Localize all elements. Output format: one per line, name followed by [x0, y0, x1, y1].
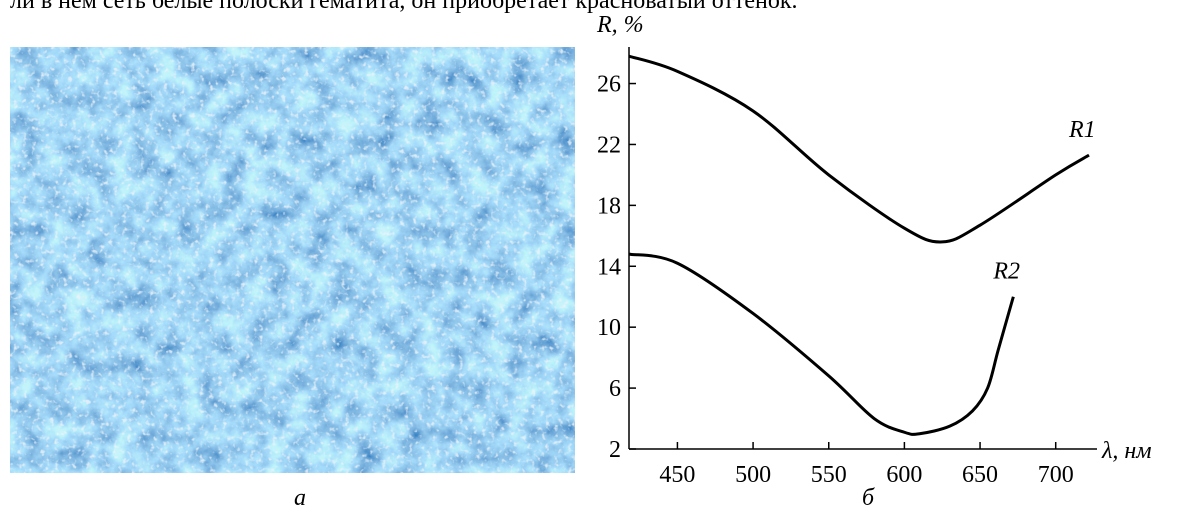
y-tick-label: 10	[597, 315, 621, 341]
y-axis-label: R, %	[596, 12, 644, 38]
x-tick-label: 650	[962, 462, 998, 488]
y-tick-label: 22	[597, 132, 621, 158]
x-tick-label: 500	[735, 462, 771, 488]
series-line	[628, 54, 1090, 244]
photo-caption: а	[294, 485, 306, 511]
y-tick-label: 6	[609, 376, 621, 402]
series-label: R1	[1068, 117, 1096, 143]
x-axis-label: λ, нм	[1101, 438, 1152, 464]
series-line	[628, 252, 1015, 436]
y-tick-label: 2	[609, 437, 621, 463]
y-tick-label: 14	[597, 254, 621, 280]
photo	[10, 47, 575, 473]
x-tick-label: 700	[1038, 462, 1074, 488]
chart-caption: б	[862, 485, 875, 511]
header-text: ли в нем сеть белые полоски гематита, он…	[10, 0, 798, 14]
x-tick-label: 600	[886, 462, 922, 488]
x-tick-label: 550	[811, 462, 847, 488]
series-label: R2	[992, 259, 1020, 285]
y-tick-label: 26	[597, 72, 621, 98]
y-tick-label: 18	[597, 193, 621, 219]
x-tick-label: 450	[659, 462, 695, 488]
